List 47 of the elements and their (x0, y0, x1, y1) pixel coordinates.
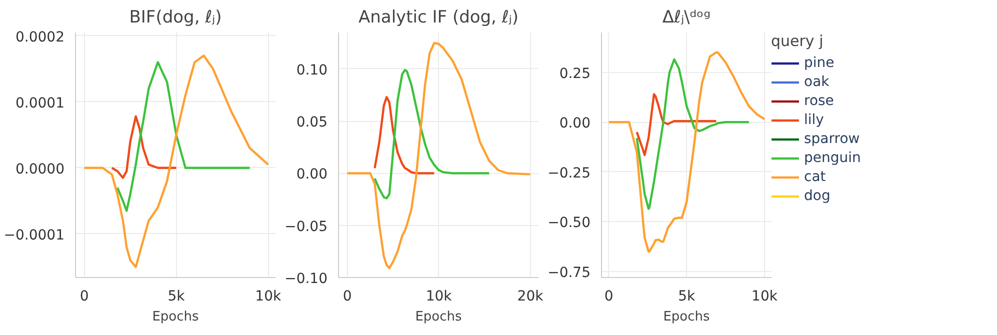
line-series (608, 51, 766, 253)
y-tick-label: 0.00 (296, 166, 328, 183)
legend-label: penguin (804, 150, 861, 166)
y-tick-label: 0.0001 (16, 95, 65, 112)
legend-label: lily (804, 112, 824, 128)
line-series (116, 61, 251, 212)
y-tick-label: −0.05 (284, 218, 328, 235)
legend-label: dog (804, 188, 830, 204)
x-axis-title: Epochs (415, 310, 462, 324)
legend-label: oak (804, 74, 830, 90)
y-tick-label: 0.0000 (16, 161, 65, 178)
legend-label: pine (804, 55, 834, 71)
y-tick-label: 0.25 (559, 66, 590, 82)
chart-title: Analytic IF (dog, ℓⱼ) (358, 8, 519, 28)
legend-label: sparrow (804, 131, 860, 147)
y-tick-label: −0.25 (548, 165, 591, 182)
x-tick-label: 20k (517, 288, 544, 304)
line-series (110, 115, 178, 179)
legend-title: query j (771, 32, 824, 50)
line-series (636, 58, 750, 210)
x-tick-label: 0 (342, 288, 352, 304)
line-series (374, 68, 490, 200)
y-tick-label: −0.75 (548, 265, 591, 282)
chart-title: BIF(dog, ℓⱼ) (129, 8, 222, 28)
x-tick-label: 5k (168, 288, 186, 304)
chart-title: Δℓⱼ\ᵈᵒᵍ (662, 8, 711, 28)
x-tick-label: 10k (255, 288, 282, 304)
x-tick-label: 10k (752, 288, 778, 304)
x-tick-label: 10k (426, 288, 453, 304)
y-tick-label: 0.0002 (16, 29, 65, 46)
line-series (346, 42, 532, 270)
y-tick-label: −0.50 (548, 215, 591, 232)
line-series (83, 54, 270, 268)
y-tick-label: 0.10 (296, 62, 328, 78)
x-tick-label: 0 (604, 288, 614, 304)
y-tick-label: −0.10 (284, 271, 328, 287)
y-tick-label: −0.0001 (4, 227, 64, 244)
y-tick-label: 0.05 (296, 114, 328, 131)
line-series (636, 93, 718, 156)
x-tick-label: 5k (678, 288, 696, 304)
legend-label: rose (804, 93, 834, 109)
legend-label: cat (804, 169, 826, 185)
x-tick-label: 0 (80, 288, 89, 304)
x-axis-title: Epochs (663, 310, 710, 324)
line-series (374, 96, 436, 174)
x-axis-title: Epochs (152, 310, 200, 324)
y-tick-label: 0.00 (559, 116, 590, 132)
